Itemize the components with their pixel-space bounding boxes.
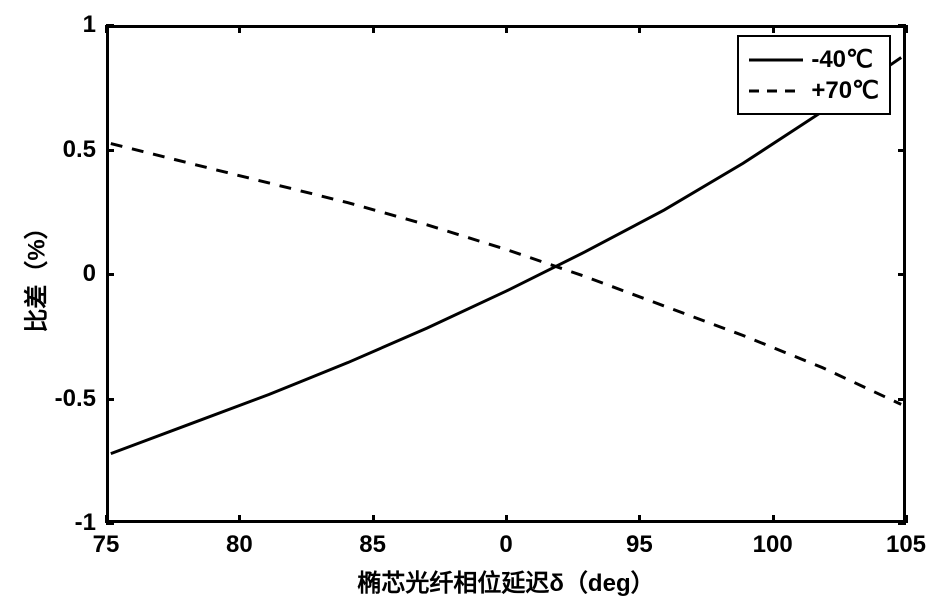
y-tick-label: 0.5	[63, 136, 96, 164]
x-tick-mark-top	[772, 25, 775, 33]
x-tick-mark-top	[238, 25, 241, 33]
x-axis-label: 椭芯光纤相位延迟δ（deg）	[357, 563, 654, 598]
legend-swatch	[749, 50, 803, 70]
y-tick-label: -0.5	[55, 385, 96, 413]
y-tick-mark-right	[898, 149, 906, 152]
y-tick-mark	[106, 522, 114, 525]
x-tick-mark	[238, 515, 241, 523]
x-tick-label: 100	[753, 531, 793, 559]
series-+70℃	[111, 144, 901, 405]
x-tick-label: 75	[93, 531, 120, 559]
legend-swatch	[749, 81, 803, 101]
legend-box: -40℃+70℃	[737, 35, 891, 115]
y-tick-mark-right	[898, 398, 906, 401]
y-tick-mark-right	[898, 273, 906, 276]
x-tick-mark	[772, 515, 775, 523]
x-tick-mark	[505, 515, 508, 523]
y-tick-mark	[106, 398, 114, 401]
x-tick-label: 85	[359, 531, 386, 559]
y-tick-label: 1	[83, 11, 96, 39]
y-tick-mark	[106, 24, 114, 27]
legend-item: -40℃	[749, 45, 879, 74]
x-tick-mark	[372, 515, 375, 523]
x-tick-label: 0	[499, 531, 512, 559]
y-axis-label: 比差（%）	[17, 215, 52, 332]
legend-label: +70℃	[811, 76, 879, 105]
legend-label: -40℃	[811, 45, 873, 74]
y-tick-label: 0	[83, 260, 96, 288]
x-tick-mark	[638, 515, 641, 523]
y-tick-mark	[106, 149, 114, 152]
series--40℃	[111, 58, 901, 454]
x-tick-mark-top	[505, 25, 508, 33]
y-tick-mark-right	[898, 522, 906, 525]
y-tick-label: -1	[75, 509, 96, 537]
x-tick-mark-top	[638, 25, 641, 33]
chart-container: 75 80 85 0 95 100 105 -1 -0.5 0 0.5 1 椭芯光纤相位延迟δ（de…	[0, 0, 934, 614]
legend-item: +70℃	[749, 76, 879, 105]
y-tick-mark	[106, 273, 114, 276]
x-tick-label: 95	[626, 531, 653, 559]
x-tick-label: 105	[886, 531, 926, 559]
x-tick-mark-top	[372, 25, 375, 33]
x-tick-label: 80	[226, 531, 253, 559]
y-tick-mark-right	[898, 24, 906, 27]
